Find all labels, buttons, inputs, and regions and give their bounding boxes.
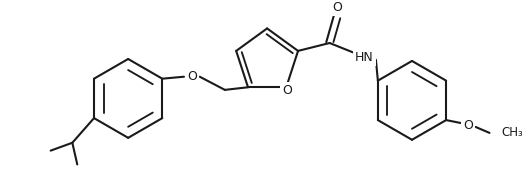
- Text: O: O: [187, 70, 197, 83]
- Text: CH₃: CH₃: [501, 126, 523, 139]
- Text: HN: HN: [355, 51, 374, 64]
- Text: O: O: [332, 1, 342, 14]
- Text: O: O: [282, 84, 292, 97]
- Text: O: O: [463, 119, 473, 132]
